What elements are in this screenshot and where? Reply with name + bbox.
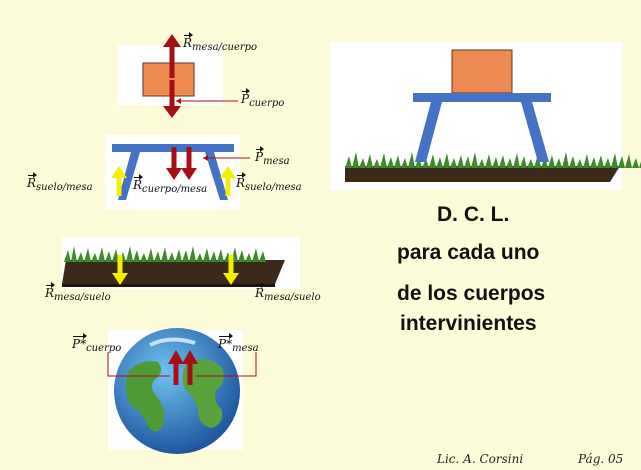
footer-page: Pág. 05 xyxy=(578,452,624,466)
p-star-cuerpo-label: P*cuerpo xyxy=(72,333,122,354)
p-cuerpo-label: Pcuerpo xyxy=(241,88,285,109)
title-line-1: D. C. L. xyxy=(437,203,510,226)
r-mesa-suelo-left-label: Rmesa/suelo xyxy=(45,282,111,303)
scene-panel xyxy=(330,42,622,190)
title-line-2: para cada uno xyxy=(397,241,540,264)
r-cuerpo-mesa-label: Rcuerpo/mesa xyxy=(133,174,208,195)
r-mesa-suelo-right-label: Rmesa/suelo xyxy=(255,282,321,303)
footer-author: Lic. A. Corsini xyxy=(437,452,524,466)
mesa-panel xyxy=(105,135,240,210)
title-line-4: intervinientes xyxy=(400,312,537,335)
p-mesa-label: Pmesa xyxy=(255,146,290,167)
p-star-mesa-label: P*mesa xyxy=(218,333,259,354)
title-line-3: de los cuerpos xyxy=(397,282,546,305)
r-mesa-cuerpo-label: Rmesa/cuerpo xyxy=(183,32,258,53)
cuerpo-panel xyxy=(118,45,223,105)
r-suelo-mesa-left-label: Rsuelo/mesa xyxy=(27,172,93,193)
r-suelo-mesa-right-label: Rsuelo/mesa xyxy=(236,172,302,193)
